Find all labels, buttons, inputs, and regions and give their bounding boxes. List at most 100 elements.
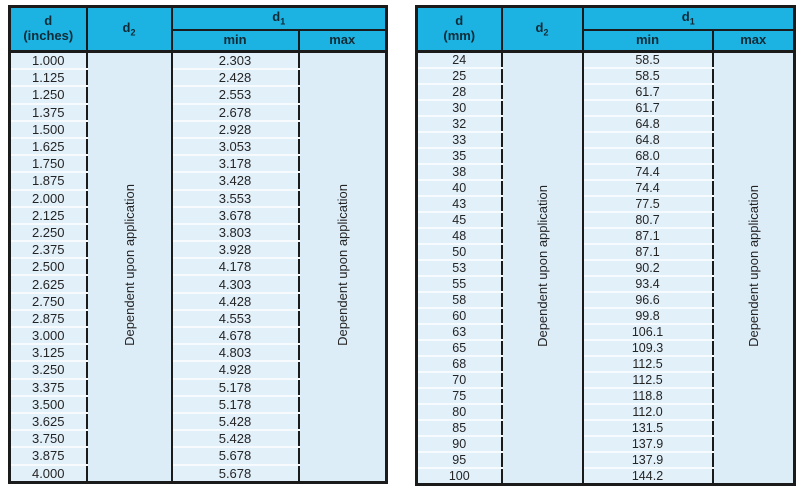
min-value-cell: 5.428	[171, 412, 300, 432]
d-value-cell: 70	[416, 372, 503, 389]
d-value-cell: 48	[416, 228, 503, 245]
column-header-max: max	[712, 29, 795, 52]
min-value-cell: 2.303	[171, 51, 300, 71]
d-unit-label: (inches)	[23, 28, 74, 43]
table-row: 33 64.8	[416, 132, 795, 149]
min-value-cell: 3.053	[171, 137, 300, 157]
table-row: 24 Dependent upon application 58.5 Dependen…	[416, 51, 795, 485]
table-row: 1.375 2.678	[9, 103, 387, 122]
min-value-cell: 64.8	[582, 116, 714, 133]
d-value-cell: 1.250	[9, 86, 88, 105]
rotated-note-text: Dependent upon application	[745, 184, 761, 347]
min-value-cell: 106.1	[582, 324, 714, 341]
column-header-max: max	[298, 29, 387, 52]
table-header: d (inches) d2 d1 min max	[9, 6, 387, 52]
min-value-cell: 77.5	[582, 196, 714, 213]
table-row: 2.250 3.803	[9, 223, 387, 243]
dimension-table-mm: d (mm) d2 d1 min max 24 Dependent upon ap…	[415, 5, 796, 486]
table-row: 2.625 4.303	[9, 275, 387, 294]
d-value-cell: 100	[416, 468, 503, 485]
min-value-cell: 87.1	[582, 244, 714, 261]
table-row: 63 106.1	[416, 324, 795, 341]
d-value-cell: 1.000	[9, 51, 88, 71]
min-value-cell: 2.678	[171, 103, 300, 122]
d-value-cell: 3.375	[9, 378, 88, 397]
d-value-cell: 1.625	[9, 137, 88, 157]
column-header-d1: d1	[582, 6, 795, 31]
d-value-cell: 3.625	[9, 412, 88, 432]
d-value-cell: 63	[416, 324, 503, 341]
min-value-cell: 93.4	[582, 276, 714, 293]
min-value-cell: 137.9	[582, 436, 714, 453]
d-unit-label: (mm)	[443, 28, 476, 43]
table-row: 1.500 2.928	[9, 120, 387, 139]
table-row: 65 109.3	[416, 340, 795, 357]
table-row: 3.250 4.928	[9, 361, 387, 380]
min-value-cell: 74.4	[582, 180, 714, 197]
column-header-d: d (inches)	[9, 6, 88, 52]
min-value-cell: 118.8	[582, 388, 714, 405]
rotated-note-text: Dependent upon application	[334, 183, 350, 346]
column-header-d1: d1	[171, 6, 387, 31]
table-row: 1.000 Dependent upon application 2.303 Depe…	[9, 51, 387, 483]
d-value-cell: 90	[416, 436, 503, 453]
table-row: 4.000 5.678	[9, 464, 387, 483]
min-value-cell: 3.553	[171, 189, 300, 208]
dimension-table-inches: d (inches) d2 d1 min max 1.000 Dependent …	[8, 5, 388, 484]
table-row: 48 87.1	[416, 228, 795, 245]
min-value-cell: 4.428	[171, 292, 300, 311]
table-row: 58 96.6	[416, 292, 795, 309]
min-value-cell: 4.928	[171, 361, 300, 380]
table-row: 32 64.8	[416, 116, 795, 133]
table-row: 75 118.8	[416, 388, 795, 405]
d-value-cell: 1.125	[9, 69, 88, 88]
table-row: 43 77.5	[416, 196, 795, 213]
table-row: 2.125 3.678	[9, 206, 387, 225]
table-row: 1.250 2.553	[9, 86, 387, 105]
min-value-cell: 61.7	[582, 84, 714, 101]
d-value-cell: 1.500	[9, 120, 88, 139]
table-row: 55 93.4	[416, 276, 795, 293]
d-value-cell: 4.000	[9, 464, 88, 483]
min-value-cell: 4.803	[171, 344, 300, 363]
table-row: 2.500 4.178	[9, 258, 387, 277]
min-value-cell: 2.553	[171, 86, 300, 105]
min-value-cell: 90.2	[582, 260, 714, 277]
table-row: 68 112.5	[416, 356, 795, 373]
table-row: 53 90.2	[416, 260, 795, 277]
d-value-cell: 80	[416, 404, 503, 421]
min-value-cell: 131.5	[582, 420, 714, 437]
d-value-cell: 35	[416, 148, 503, 165]
d-value-cell: 2.250	[9, 223, 88, 243]
min-value-cell: 2.928	[171, 120, 300, 139]
min-value-cell: 61.7	[582, 100, 714, 117]
table-row: 2.750 4.428	[9, 292, 387, 311]
d-label: d	[455, 13, 464, 29]
min-value-cell: 5.678	[171, 447, 300, 466]
table-row: 1.125 2.428	[9, 69, 387, 88]
d-value-cell: 3.125	[9, 344, 88, 363]
table-row: 28 61.7	[416, 84, 795, 101]
d-value-cell: 1.875	[9, 172, 88, 191]
d-value-cell: 32	[416, 116, 503, 133]
d-value-cell: 2.125	[9, 206, 88, 225]
min-value-cell: 5.178	[171, 378, 300, 397]
min-value-cell: 64.8	[582, 132, 714, 149]
d-value-cell: 50	[416, 244, 503, 261]
table-row: 100 144.2	[416, 468, 795, 485]
min-value-cell: 109.3	[582, 340, 714, 357]
column-header-min: min	[171, 29, 300, 52]
min-value-cell: 4.553	[171, 309, 300, 329]
min-value-cell: 5.428	[171, 430, 300, 449]
table-row: 50 87.1	[416, 244, 795, 261]
table-row: 2.375 3.928	[9, 241, 387, 260]
min-value-cell: 3.928	[171, 241, 300, 260]
min-value-cell: 4.303	[171, 275, 300, 294]
column-header-min: min	[582, 29, 714, 52]
min-value-cell: 4.678	[171, 327, 300, 346]
min-value-cell: 68.0	[582, 148, 714, 165]
d-value-cell: 2.625	[9, 275, 88, 294]
table-row: 3.750 5.428	[9, 430, 387, 449]
min-value-cell: 144.2	[582, 468, 714, 485]
d-value-cell: 75	[416, 388, 503, 405]
